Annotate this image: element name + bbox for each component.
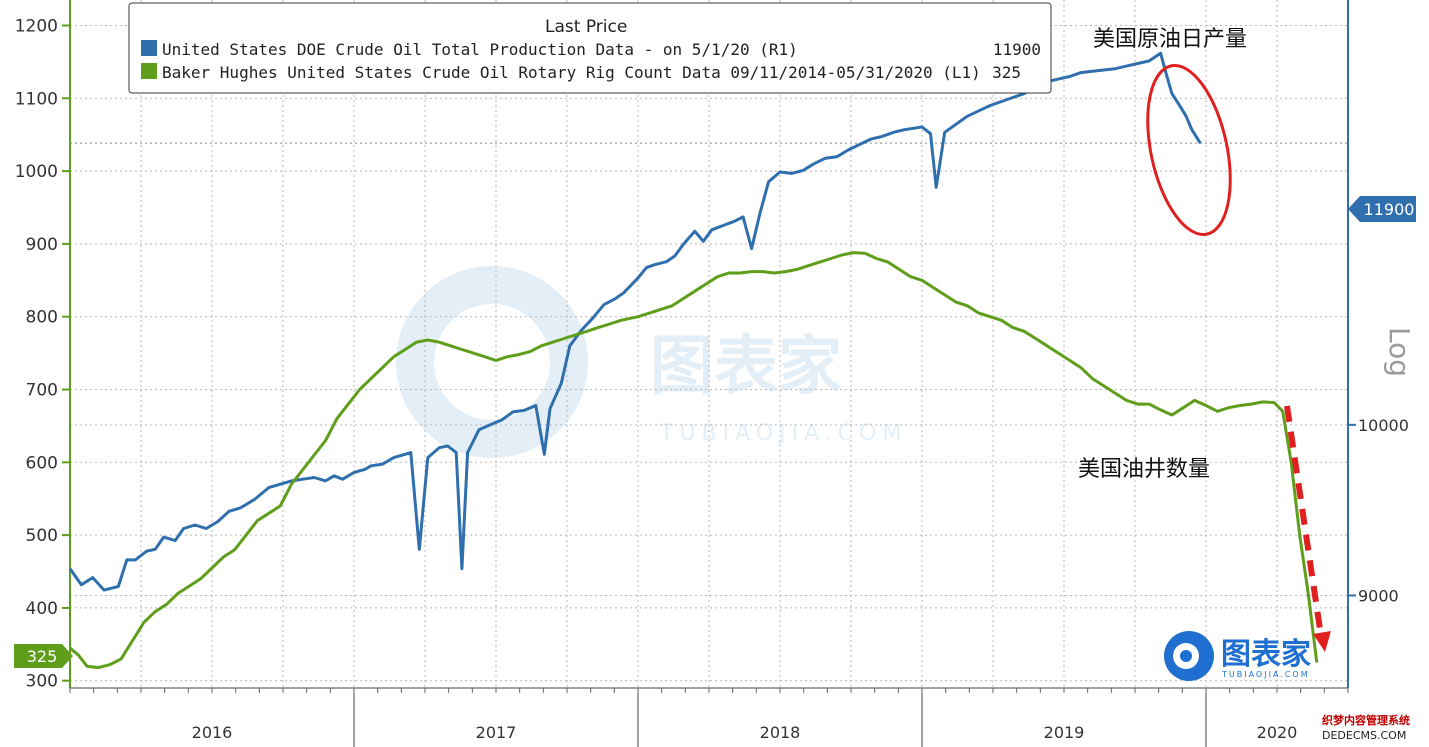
y-left-tick-label: 700 [26, 381, 58, 401]
x-tick-label: 2018 [760, 723, 801, 742]
annotation-production: 美国原油日产量 [1093, 27, 1247, 52]
corner-stamp-line2: DEDECMS.COM [1322, 729, 1406, 742]
legend-label-rig-count: Baker Hughes United States Crude Oil Rot… [162, 63, 981, 82]
badge-rig-count: 325 [14, 644, 73, 668]
y-right-tick-label: 9000 [1358, 586, 1399, 605]
x-tick-label: 2017 [476, 723, 517, 742]
watermark-logo-icon [396, 266, 588, 458]
legend: Last Price United States DOE Crude Oil T… [128, 2, 1052, 94]
y-left-tick-label: 1100 [15, 89, 58, 109]
legend-swatch-production [141, 40, 157, 56]
legend-value-rig-count: 325 [992, 63, 1021, 82]
watermark-brand: 图表家 [650, 330, 842, 404]
badge-rig-count-value: 325 [27, 647, 58, 666]
corner-stamp: 织梦内容管理系统 DEDECMS.COM [1322, 713, 1410, 742]
axes: 300 400 500 600 700 800 900 1000 1100 1200 9000 100… [15, 0, 1409, 747]
brand-logo-url: TUBIAOJIA.COM [1221, 670, 1310, 679]
legend-box [128, 2, 1052, 94]
x-tick-label: 2020 [1257, 723, 1298, 742]
badge-production: 11900 [1348, 196, 1416, 222]
legend-label-production: United States DOE Crude Oil Total Produc… [162, 40, 798, 59]
gridlines [70, 0, 1348, 688]
corner-stamp-line1: 织梦内容管理系统 [1322, 713, 1410, 727]
badge-production-value: 11900 [1364, 200, 1415, 219]
y-left-tick-label: 900 [26, 235, 58, 255]
brand-logo: 图表家 TUBIAOJIA.COM [1164, 631, 1311, 681]
legend-value-production: 11900 [993, 40, 1041, 59]
right-axis-title: Log [1383, 327, 1416, 377]
y-left-tick-label: 800 [26, 308, 58, 328]
series-line-rig-count [69, 251, 1319, 670]
series-line-production [68, 51, 1202, 592]
y-left-tick-label: 1000 [15, 162, 58, 182]
series-layer [68, 51, 1319, 670]
brand-logo-text: 图表家 [1221, 637, 1311, 672]
annotation-rig-count: 美国油井数量 [1078, 457, 1210, 482]
decline-arrow [1284, 405, 1331, 652]
y-left-tick-label: 1200 [15, 16, 58, 36]
production-highlight-ellipse [1146, 64, 1232, 236]
y-left-tick-label: 600 [26, 453, 58, 473]
y-left-tick-label: 300 [26, 672, 58, 692]
y-right-tick-label: 10000 [1358, 416, 1409, 435]
x-tick-label: 2016 [192, 723, 233, 742]
legend-title: Last Price [545, 17, 627, 37]
x-tick-label: 2019 [1044, 723, 1085, 742]
legend-swatch-rig-count [141, 63, 157, 79]
y-left-tick-label: 500 [26, 526, 58, 546]
plot-area [70, 0, 1348, 688]
y-left-tick-label: 400 [26, 599, 58, 619]
